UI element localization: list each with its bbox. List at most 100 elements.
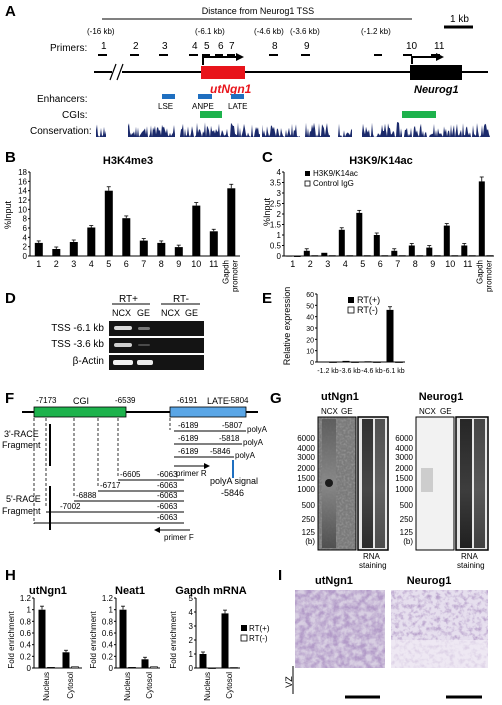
bar bbox=[104, 190, 113, 256]
marker-labels: 6000 4000 3000 2000 1500 1000 500 250 12… bbox=[395, 434, 413, 546]
marker-label: 250 bbox=[400, 515, 414, 524]
polya-label: polyA bbox=[235, 451, 256, 460]
primer-number: 8 bbox=[272, 41, 278, 52]
y-tick-label: 1 bbox=[277, 231, 282, 240]
legend-label: H3K9/K14ac bbox=[313, 169, 358, 178]
x-tick-label: 9 bbox=[430, 259, 435, 269]
gel-row-label: TSS -3.6 kb bbox=[51, 339, 104, 350]
marker-label: 6000 bbox=[297, 434, 315, 443]
race5-end: -6063 bbox=[157, 481, 178, 490]
bar bbox=[150, 666, 158, 669]
y-tick-label: 0 bbox=[27, 664, 32, 673]
race3-start: -6189 bbox=[178, 434, 199, 443]
lane-label: GE bbox=[185, 308, 198, 318]
race5-end: -6063 bbox=[157, 513, 178, 522]
bar bbox=[34, 242, 43, 256]
distance-label-6-1kb: (-6.1 kb) bbox=[195, 27, 225, 36]
y-tick-label: 0.8 bbox=[20, 617, 32, 626]
bar bbox=[342, 360, 350, 362]
marker-label: 250 bbox=[302, 515, 316, 524]
chart-h3: 0 1 2 3 4 5 Nucleus Cytosol bbox=[189, 594, 240, 701]
y-tick-label: 3 bbox=[189, 622, 194, 631]
bar bbox=[391, 250, 398, 257]
race5-end: -6063 bbox=[157, 502, 178, 511]
legend-swatch-filled bbox=[241, 625, 247, 631]
enhancer-bar bbox=[231, 94, 244, 99]
race5-label: 5'-RACE bbox=[6, 494, 41, 504]
primer-number: 10 bbox=[406, 41, 418, 52]
bar bbox=[416, 255, 424, 257]
bar bbox=[426, 247, 433, 256]
y-tick-label: 4 bbox=[23, 233, 28, 242]
ish-title-1: utNgn1 bbox=[315, 575, 353, 587]
race3-end: -5807 bbox=[222, 421, 243, 430]
gel-band bbox=[113, 360, 133, 365]
panel-c: C H3K9/K14ac %Input H3K9/K14ac Control I… bbox=[262, 149, 494, 292]
enhancer-name: LATE bbox=[228, 102, 247, 111]
chart-e-ylabel: Relative expression bbox=[282, 287, 292, 366]
x-tick-label: -1.2 kb bbox=[317, 368, 339, 375]
y-tick-label: 2.5 bbox=[270, 200, 282, 209]
line-break-gap bbox=[112, 64, 122, 80]
bar bbox=[373, 361, 381, 363]
bar bbox=[363, 255, 371, 257]
bar bbox=[381, 255, 389, 257]
race5-end: -6063 bbox=[157, 491, 178, 500]
race5-start: -6717 bbox=[100, 481, 121, 490]
gel-band bbox=[137, 360, 153, 365]
bar bbox=[351, 361, 359, 363]
marker-label: 125 bbox=[302, 528, 316, 537]
primer-numbers: 1 2 3 4 5 6 7 8 9 10 11 bbox=[101, 41, 445, 52]
y-tick-label: 20 bbox=[306, 337, 314, 344]
lane-label: GE bbox=[341, 407, 353, 416]
staining-lane bbox=[375, 419, 385, 548]
gel-row-label: β-Actin bbox=[73, 356, 104, 367]
x-tick-label: 3 bbox=[71, 259, 76, 269]
marker-label: 3000 bbox=[297, 453, 315, 462]
marker-label: 6000 bbox=[395, 434, 413, 443]
conservation-signal bbox=[404, 123, 490, 137]
bar bbox=[87, 227, 96, 256]
conservation-label: Conservation: bbox=[30, 126, 92, 137]
y-tick-label: 8 bbox=[23, 215, 28, 224]
bar bbox=[461, 245, 468, 256]
x-tick-label: 7 bbox=[141, 259, 146, 269]
y-tick-label: 30 bbox=[306, 326, 314, 333]
y-tick-label: 5 bbox=[189, 594, 194, 603]
blot-band bbox=[421, 468, 433, 492]
marker-label: 125 bbox=[400, 528, 414, 537]
line-break-mark bbox=[109, 63, 117, 81]
marker-label: 1000 bbox=[395, 485, 413, 494]
x-tick-label: 1 bbox=[290, 259, 295, 269]
marker-label: (b) bbox=[403, 537, 413, 546]
bar bbox=[128, 667, 136, 669]
x-tick-label: 11 bbox=[209, 259, 218, 269]
y-tick-label: 0 bbox=[109, 664, 114, 673]
chart-h2: 0 0.2 0.4 0.6 0.8 1 1.2 Nucleus Cytosol bbox=[102, 594, 160, 701]
chart-c: 00.511.522.533.541 2 3 4 5 6 7 8 9 10 11 Gapdh promo… bbox=[270, 168, 494, 292]
legend-label: RT(+) bbox=[249, 624, 270, 633]
polya-signal-label: polyA signal bbox=[210, 476, 258, 486]
x-tick-label: promoter bbox=[484, 260, 493, 292]
x-tick-label: 9 bbox=[176, 259, 181, 269]
y-tick-label: 40 bbox=[306, 315, 314, 322]
y-tick-label: 6 bbox=[23, 224, 28, 233]
guide-lines bbox=[33, 418, 171, 524]
chart-h2-title: Neat1 bbox=[115, 585, 145, 597]
race5-label: Fragment bbox=[2, 506, 41, 516]
bar bbox=[52, 249, 61, 256]
race5-start: -6888 bbox=[76, 491, 97, 500]
bar bbox=[338, 229, 345, 257]
bar bbox=[293, 255, 301, 257]
primer-number: 6 bbox=[218, 41, 224, 52]
race5-start: -7002 bbox=[60, 502, 81, 511]
rt-neg-label: RT- bbox=[173, 294, 189, 305]
lane-label: NCX bbox=[419, 407, 437, 416]
lane-label: GE bbox=[440, 407, 452, 416]
bar bbox=[192, 205, 201, 256]
race5-end: -6063 bbox=[157, 470, 178, 479]
chart-h1-title: utNgn1 bbox=[29, 585, 67, 597]
gel-strip bbox=[109, 321, 204, 336]
coord-label: -6539 bbox=[115, 396, 136, 405]
legend-swatch-open bbox=[347, 306, 355, 314]
